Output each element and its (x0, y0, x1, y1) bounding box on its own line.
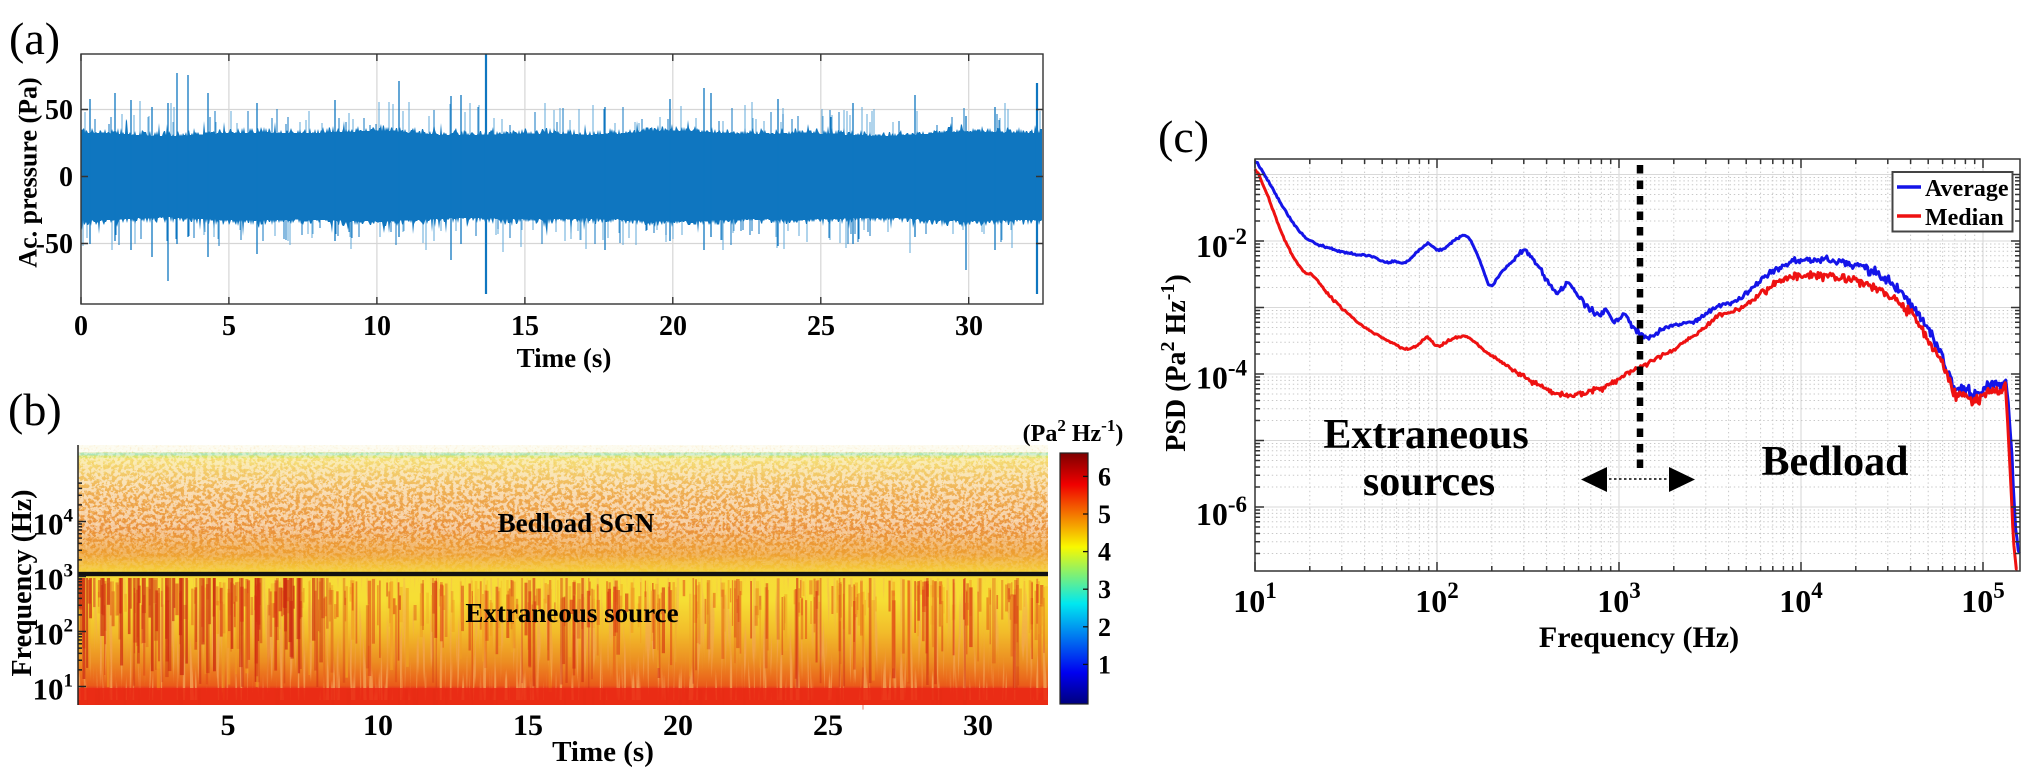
svg-text:50: 50 (45, 95, 73, 126)
svg-text:PSD (Pa2 Hz-1): PSD (Pa2 Hz-1) (1157, 274, 1192, 452)
svg-text:Frequency (Hz): Frequency (Hz) (1539, 621, 1739, 654)
svg-text:4: 4 (1098, 538, 1111, 567)
svg-text:5: 5 (221, 709, 236, 742)
svg-text:104: 104 (1779, 578, 1823, 619)
svg-text:0: 0 (74, 311, 88, 342)
svg-text:25: 25 (813, 709, 843, 742)
svg-text:2: 2 (1098, 613, 1111, 642)
svg-text:10: 10 (363, 311, 391, 342)
svg-text:5: 5 (222, 311, 236, 342)
svg-text:30: 30 (955, 311, 983, 342)
svg-text:6: 6 (1098, 462, 1111, 491)
svg-text:(Pa2 Hz-1): (Pa2 Hz-1) (1023, 416, 1124, 447)
svg-text:Extraneous source: Extraneous source (465, 598, 678, 628)
svg-text:25: 25 (807, 311, 835, 342)
svg-text:5: 5 (1098, 500, 1111, 529)
svg-text:10: 10 (363, 709, 393, 742)
svg-text:(b): (b) (8, 384, 62, 435)
svg-text:Time (s): Time (s) (517, 343, 612, 373)
svg-text:sources: sources (1363, 459, 1495, 505)
svg-text:15: 15 (511, 311, 539, 342)
svg-text:(a): (a) (9, 13, 60, 64)
svg-text:20: 20 (659, 311, 687, 342)
svg-text:30: 30 (963, 709, 993, 742)
svg-text:Ac. pressure (Pa): Ac. pressure (Pa) (14, 77, 43, 267)
svg-text:1: 1 (1098, 650, 1111, 679)
svg-text:0: 0 (59, 162, 73, 193)
svg-text:3: 3 (1098, 575, 1111, 604)
svg-text:Average: Average (1925, 176, 2009, 202)
svg-text:20: 20 (663, 709, 693, 742)
svg-text:15: 15 (513, 709, 543, 742)
svg-text:(c): (c) (1158, 111, 1209, 162)
svg-text:-50: -50 (36, 229, 73, 260)
svg-text:Bedload: Bedload (1761, 439, 1908, 485)
svg-text:Bedload SGN: Bedload SGN (498, 508, 655, 538)
svg-text:Frequency (Hz): Frequency (Hz) (7, 490, 38, 677)
svg-text:Extraneous: Extraneous (1323, 412, 1528, 458)
svg-text:Median: Median (1925, 205, 2004, 231)
svg-text:Time (s): Time (s) (552, 736, 654, 768)
